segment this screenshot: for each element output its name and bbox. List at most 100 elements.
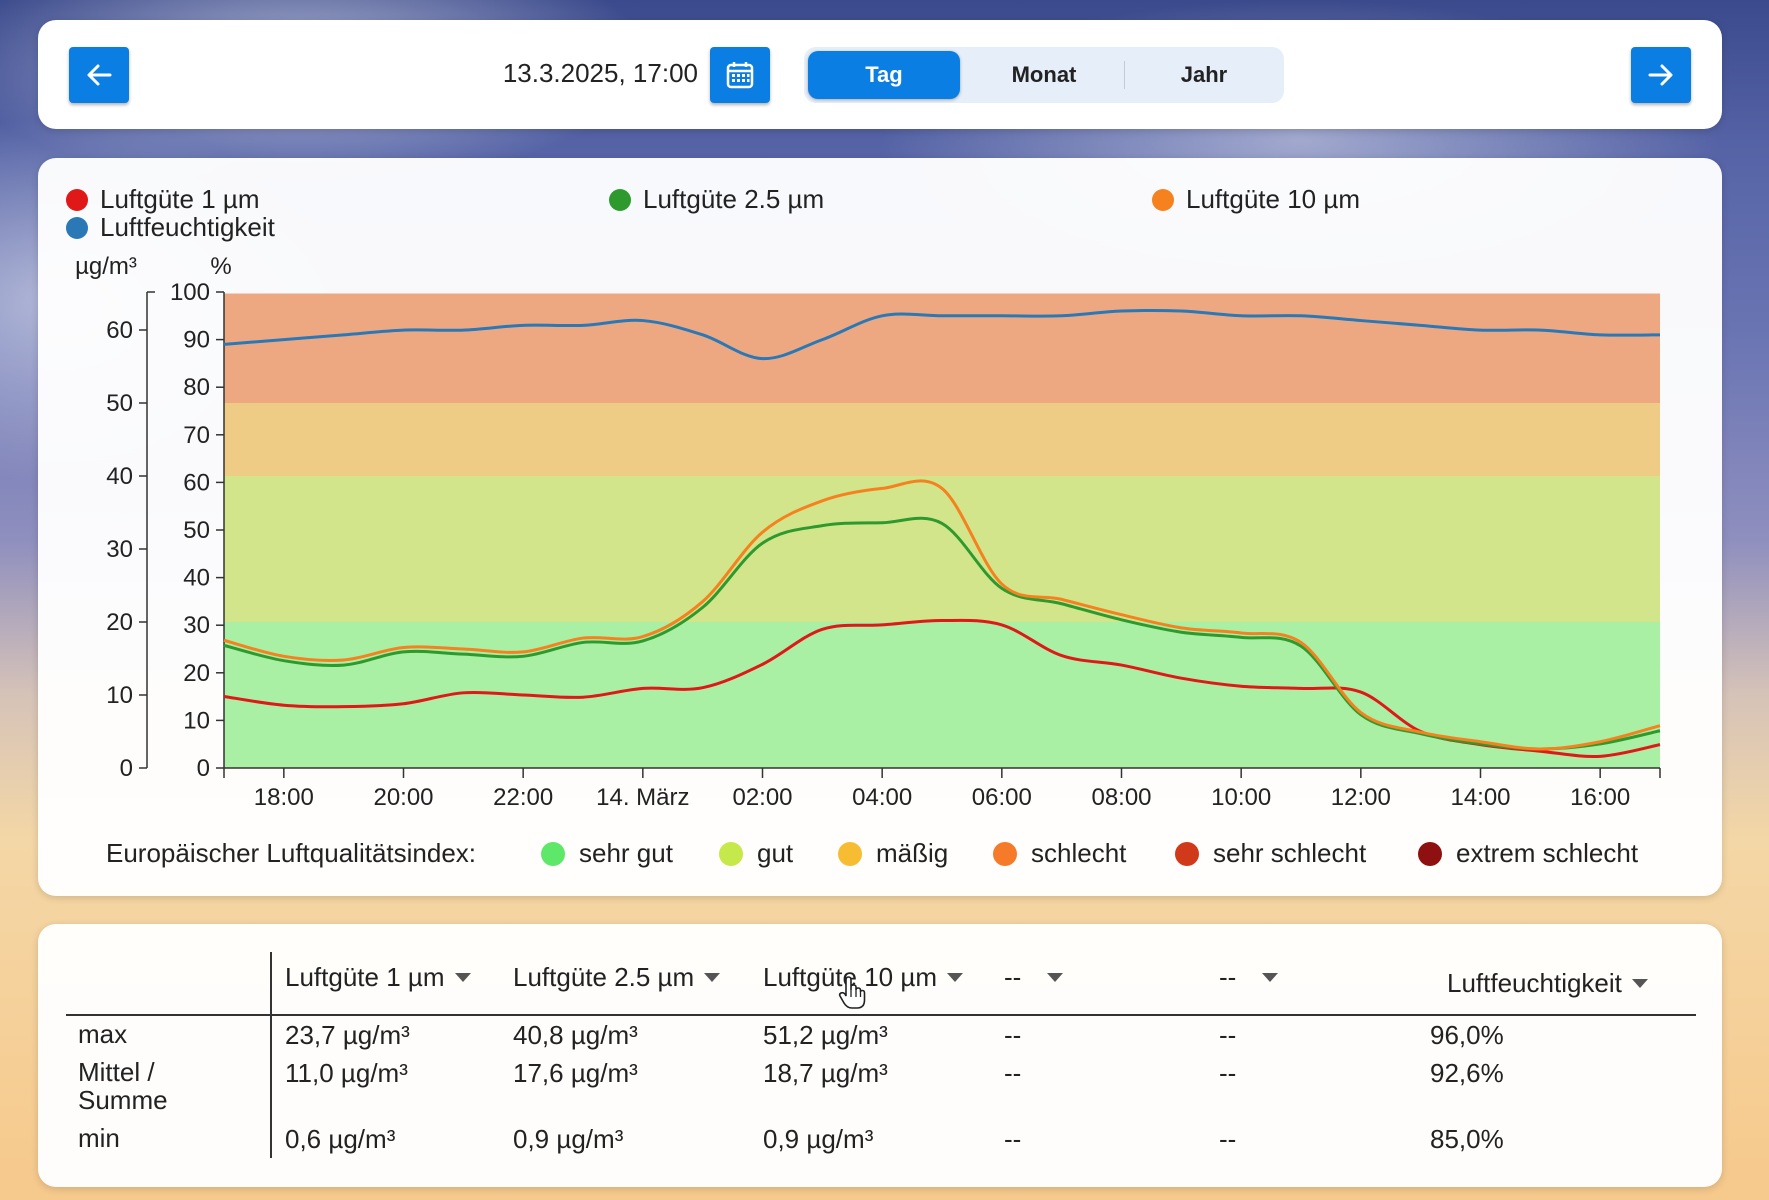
- aqi-level-label: mäßig: [876, 838, 949, 868]
- line-chart: 0 10 20 30 40 50 60 µg/m³ 0 10 20 30 40 50 60 70 80 90 100…: [75, 253, 1661, 811]
- legend-dot-orange-icon: [1152, 188, 1174, 211]
- column-header: Luftgüte 2.5 µm: [513, 962, 695, 992]
- y-right-tick-label: 20: [183, 660, 210, 687]
- legend-item-pm1[interactable]: Luftgüte 1 µm: [66, 184, 260, 215]
- x-tick-label: 08:00: [1091, 784, 1151, 811]
- series-line: [223, 479, 1661, 751]
- x-tick-label: 16:00: [1570, 784, 1630, 811]
- column-header: Luftfeuchtigkeit: [1447, 968, 1622, 998]
- table-cell: 23,7 µg/m³: [285, 1020, 410, 1050]
- aqi-level-schlecht: schlecht: [993, 838, 1126, 869]
- row-label-mean: Mittel / Summe: [78, 1057, 168, 1115]
- x-tick-label: 06:00: [972, 784, 1032, 811]
- table-cell: --: [1219, 1058, 1237, 1088]
- y-right-tick-label: 80: [183, 374, 210, 401]
- aqi-level-massig: mäßig: [838, 838, 948, 869]
- aqi-level-gut: gut: [719, 838, 793, 869]
- date-display: 13.3.2025, 17:00: [502, 58, 698, 88]
- column-select-pm1[interactable]: Luftgüte 1 µm: [285, 962, 471, 993]
- legend-item-humidity[interactable]: Luftfeuchtigkeit: [66, 212, 275, 243]
- aqi-band: [224, 403, 1660, 476]
- aqi-dot-icon: [838, 841, 862, 866]
- calendar-button[interactable]: [710, 47, 770, 103]
- column-header: --: [1004, 962, 1022, 992]
- table-cell: 92,6%: [1430, 1058, 1504, 1088]
- dropdown-caret-icon: [1631, 979, 1648, 988]
- column-select-empty-1[interactable]: --: [1004, 962, 1064, 993]
- x-tick-label: 04:00: [852, 784, 912, 811]
- stats-table: Luftgüte 1 µm Luftgüte 2.5 µm Luftgüte 1…: [38, 924, 1722, 1187]
- y-left-tick-label: 60: [106, 317, 133, 344]
- aqi-level-label: schlecht: [1031, 838, 1127, 868]
- legend-item-pm10[interactable]: Luftgüte 10 µm: [1152, 184, 1360, 215]
- legend-label: Luftfeuchtigkeit: [100, 212, 275, 242]
- table-cell: 0,9 µg/m³: [513, 1124, 624, 1154]
- table-cell: --: [1219, 1020, 1237, 1050]
- y-left-tick-label: 10: [106, 682, 133, 709]
- aqi-level-sehr-gut: sehr gut: [541, 838, 673, 869]
- x-tick-label: 14:00: [1450, 784, 1510, 811]
- table-cell: 11,0 µg/m³: [285, 1058, 408, 1088]
- aqi-band: [224, 622, 1660, 768]
- aqi-level-sehr-schlecht: sehr schlecht: [1175, 838, 1366, 869]
- y-left-tick-label: 0: [120, 755, 133, 782]
- toggle-divider: [1124, 61, 1125, 89]
- legend-label: Luftgüte 2.5 µm: [643, 184, 825, 214]
- aqi-dot-icon: [719, 841, 743, 866]
- row-label-min: min: [78, 1123, 120, 1153]
- table-cell: 51,2 µg/m³: [763, 1020, 888, 1050]
- y-right-unit: %: [210, 253, 231, 280]
- table-cell: 17,6 µg/m³: [513, 1058, 638, 1088]
- aqi-dot-icon: [1175, 841, 1199, 866]
- next-button[interactable]: [1631, 47, 1691, 103]
- table-cell: 0,6 µg/m³: [285, 1124, 396, 1154]
- aqi-dot-icon: [541, 841, 565, 866]
- y-left-tick-label: 20: [106, 609, 133, 636]
- y-right-tick-label: 50: [183, 517, 210, 544]
- table-divider-vertical: [270, 952, 272, 1158]
- dropdown-caret-icon: [454, 973, 471, 982]
- arrow-right-icon: [1648, 64, 1673, 86]
- table-cell: --: [1004, 1020, 1022, 1050]
- tab-jahr[interactable]: Jahr: [1180, 62, 1228, 87]
- aqi-dot-icon: [993, 841, 1017, 866]
- aqi-level-label: sehr schlecht: [1213, 838, 1367, 868]
- x-tick-label: 20:00: [373, 784, 433, 811]
- legend-item-pm25[interactable]: Luftgüte 2.5 µm: [609, 184, 824, 215]
- y-left-unit: µg/m³: [75, 253, 137, 280]
- y-left-tick-label: 50: [106, 390, 133, 417]
- tab-monat[interactable]: Monat: [1011, 62, 1077, 87]
- column-select-humidity[interactable]: Luftfeuchtigkeit: [1447, 968, 1648, 999]
- table-cell: --: [1219, 1124, 1237, 1154]
- legend-dot-red-icon: [66, 188, 88, 211]
- legend-label: Luftgüte 10 µm: [1186, 184, 1360, 214]
- column-select-empty-2[interactable]: --: [1219, 962, 1279, 993]
- column-header: --: [1219, 962, 1237, 992]
- chart-panel: Luftgüte 1 µm Luftfeuchtigkeit Luftgüte …: [38, 158, 1722, 896]
- dropdown-caret-icon: [704, 973, 721, 982]
- row-label-max: max: [78, 1019, 128, 1049]
- y-right-tick-label: 10: [183, 707, 210, 734]
- range-toggle: Tag Monat Jahr: [804, 47, 1284, 103]
- table-divider-horizontal: [66, 1014, 1696, 1016]
- y-left-tick-label: 30: [106, 536, 133, 563]
- dropdown-caret-icon: [1262, 973, 1279, 982]
- series-line: [223, 308, 1661, 361]
- legend-label: Luftgüte 1 µm: [100, 184, 260, 214]
- column-select-pm25[interactable]: Luftgüte 2.5 µm: [513, 962, 721, 993]
- legend-dot-blue-icon: [66, 216, 88, 239]
- y-right-tick-label: 30: [183, 612, 210, 639]
- x-tick-label: 18:00: [254, 784, 314, 811]
- y-right-tick-label: 70: [183, 422, 210, 449]
- dropdown-caret-icon: [946, 973, 963, 982]
- arrow-left-icon: [87, 64, 112, 86]
- y-right-tick-label: 60: [183, 469, 210, 496]
- x-tick-label: 02:00: [732, 784, 792, 811]
- aqi-level-label: sehr gut: [579, 838, 673, 868]
- aqi-title: Europäischer Luftqualitätsindex:: [106, 838, 477, 868]
- x-tick-label: 22:00: [493, 784, 553, 811]
- previous-button[interactable]: [69, 47, 129, 103]
- tab-tag[interactable]: Tag: [808, 51, 960, 99]
- table-cell: 18,7 µg/m³: [763, 1058, 888, 1088]
- table-cell: 96,0%: [1430, 1020, 1504, 1050]
